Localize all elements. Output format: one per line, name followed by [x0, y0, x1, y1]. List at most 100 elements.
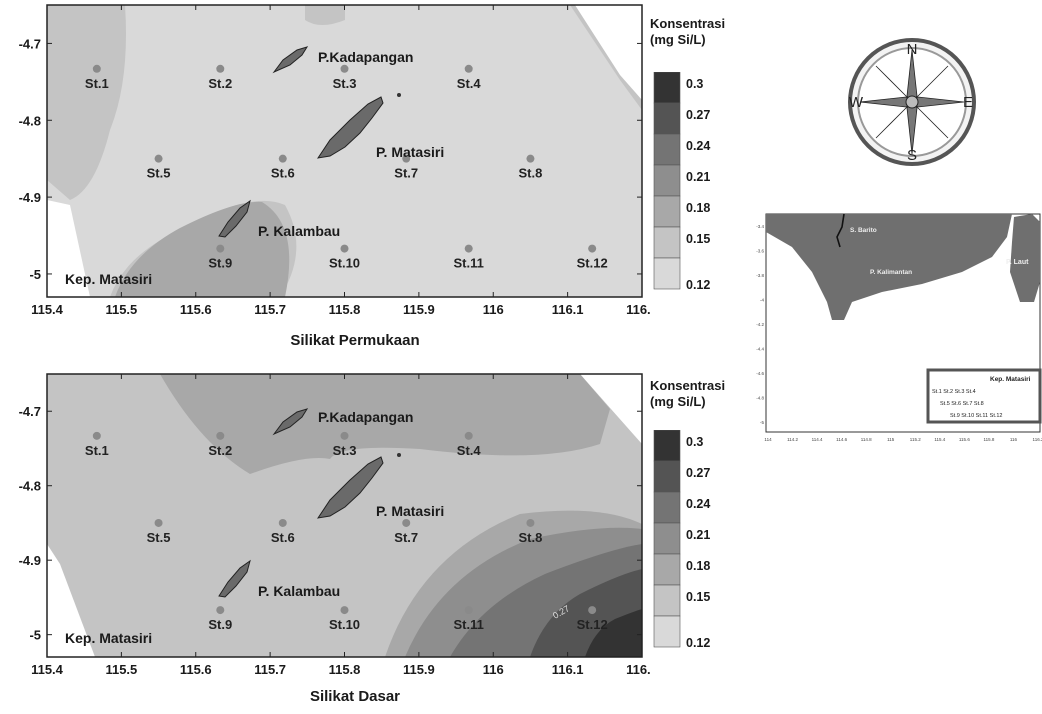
kadapangan-island-shape	[272, 46, 309, 74]
inset-y-tick-label: -4.6	[756, 371, 764, 376]
surface-corner-white-left	[47, 200, 90, 297]
matasiri-island-shape-bottom	[316, 456, 384, 519]
bottom-silicate-map: 115.4 115.5 115.6 115.7 115.8 115.9 116 116.1 11…	[0, 364, 658, 709]
station-label: St.1	[85, 443, 109, 458]
barito-river	[836, 213, 845, 248]
kalambau-island-shape-bottom	[218, 559, 251, 598]
kep-matasiri-label: Kep. Matasiri	[65, 271, 152, 287]
station-marker	[278, 154, 287, 163]
bottom-zone-030	[585, 609, 642, 657]
surface-map-svg: 115.4 115.5 115.6 115.7 115.8 115.9 116 116.1 11…	[19, 4, 658, 317]
matasiri-label-bottom: P. Matasiri	[376, 503, 444, 519]
station-marker	[278, 518, 287, 527]
x-tick-label: 116	[483, 302, 504, 317]
legend-tick-label: 0.27	[686, 466, 710, 480]
inset-x-tick-label: 114	[764, 437, 772, 442]
legend-swatch	[653, 257, 681, 290]
inset-location-map: S. Barito P. Kalimantan P. Laut Kep. Mat…	[752, 212, 1042, 444]
y-tick-label: -4.7	[19, 36, 41, 51]
surface-zone-012-main	[47, 5, 642, 297]
station-label: St.8	[519, 166, 543, 181]
inset-y-tick-label: -4.8	[756, 396, 764, 401]
x-tick-label: 116	[483, 662, 504, 677]
surface-stations: St.1 St.2 St.3 St.4 St.5 St.6 St.7 St.8 St.9 St.1…	[85, 64, 608, 271]
station-label: St.12	[577, 256, 608, 271]
inset-y-tick-label: -3.4	[756, 224, 764, 229]
x-tick-label: 115.4	[31, 302, 64, 317]
station-label: St.12	[577, 617, 608, 632]
inset-x-tick-label: 114.6	[836, 437, 847, 442]
legend-tick-label: 0.12	[686, 278, 710, 292]
y-tick-label: -4.7	[19, 404, 41, 419]
legend-swatch	[653, 522, 681, 555]
bottom-legend-title-line1: Konsentrasi	[650, 378, 726, 393]
station-marker	[340, 64, 349, 73]
inset-y-tick-label: -3.6	[756, 249, 764, 254]
top-legend-svg: 0.3 0.27 0.24 0.21 0.18 0.15 0.12	[653, 71, 710, 292]
station-marker	[340, 431, 349, 440]
station-label: St.1	[85, 76, 109, 91]
legend-swatch	[653, 491, 681, 524]
legend-tick-label: 0.27	[686, 108, 710, 122]
laut-island	[1010, 214, 1040, 302]
bottom-panel-title: Silikat Dasar	[309, 688, 401, 705]
station-label: St.9	[208, 617, 232, 632]
top-legend-title-line2: (mg Si/L)	[650, 32, 706, 47]
x-tick-label: 115.5	[105, 302, 137, 317]
legend-swatch	[653, 553, 681, 586]
station-marker	[402, 154, 411, 163]
x-tick-label: 116.1	[552, 302, 584, 317]
station-label: St.2	[208, 443, 232, 458]
station-label: St.9	[208, 256, 232, 271]
surface-axis-ticks: 115.4 115.5 115.6 115.7 115.8 115.9 116 116.1 11…	[19, 5, 658, 317]
inset-x-tick-label: 114.8	[861, 437, 872, 442]
bottom-legend-title: Konsentrasi (mg Si/L)	[650, 378, 760, 410]
station-marker	[526, 154, 535, 163]
legend-tick-label: 0.18	[686, 201, 710, 215]
station-marker	[92, 431, 101, 440]
compass-svg: N S W E	[848, 38, 976, 166]
legend-swatch	[653, 102, 681, 135]
station-marker	[464, 431, 473, 440]
legend-tick-label: 0.18	[686, 559, 710, 573]
kalambau-label-bottom: P. Kalambau	[258, 583, 340, 599]
station-marker	[340, 606, 349, 615]
compass-w: W	[849, 94, 864, 111]
inset-kalimantan-label: P. Kalimantan	[870, 269, 912, 276]
station-label: St.7	[394, 530, 418, 545]
x-tick-label: 115.5	[105, 662, 137, 677]
kadapangan-label-bottom: P.Kadapangan	[318, 409, 413, 425]
bottom-legend-svg: 0.3 0.27 0.24 0.21 0.18 0.15 0.12	[653, 429, 710, 650]
inset-x-tick-label: 116.2	[1033, 437, 1042, 442]
inset-y-tick-label: -5	[760, 420, 764, 425]
legend-tick-label: 0.24	[686, 139, 710, 153]
station-marker	[464, 606, 473, 615]
station-marker	[216, 606, 225, 615]
inset-stations-row2: St.5 St.6 St.7 St.8	[940, 401, 984, 407]
compass-hub	[905, 95, 919, 109]
compass-n: N	[907, 41, 918, 58]
x-tick-label: 115.7	[254, 302, 286, 317]
small-islet-bottom	[397, 453, 401, 457]
y-tick-label: -5	[29, 628, 41, 643]
compass-s: S	[907, 147, 917, 164]
matasiri-island-shape	[316, 96, 384, 159]
legend-tick-label: 0.12	[686, 636, 710, 650]
bottom-legend: 0.3 0.27 0.24 0.21 0.18 0.15 0.12	[652, 429, 732, 660]
station-marker	[588, 244, 597, 253]
study-area-box	[926, 368, 1042, 424]
legend-swatch	[653, 615, 681, 648]
legend-tick-label: 0.15	[686, 590, 710, 604]
inset-x-tick-label: 115.4	[934, 437, 945, 442]
legend-swatch	[653, 164, 681, 197]
station-marker	[92, 64, 101, 73]
station-marker	[154, 518, 163, 527]
inset-y-ticks: -3.4 -3.6 -3.8 -4 -4.2 -4.4 -4.6 -4.8 -5	[756, 224, 764, 425]
station-marker	[402, 518, 411, 527]
bottom-corner-white-right	[590, 374, 642, 439]
inset-x-tick-label: 115.2	[910, 437, 921, 442]
station-marker	[526, 518, 535, 527]
legend-tick-label: 0.21	[686, 170, 710, 184]
y-tick-label: -5	[29, 267, 41, 282]
x-tick-label: 116.1	[552, 662, 584, 677]
